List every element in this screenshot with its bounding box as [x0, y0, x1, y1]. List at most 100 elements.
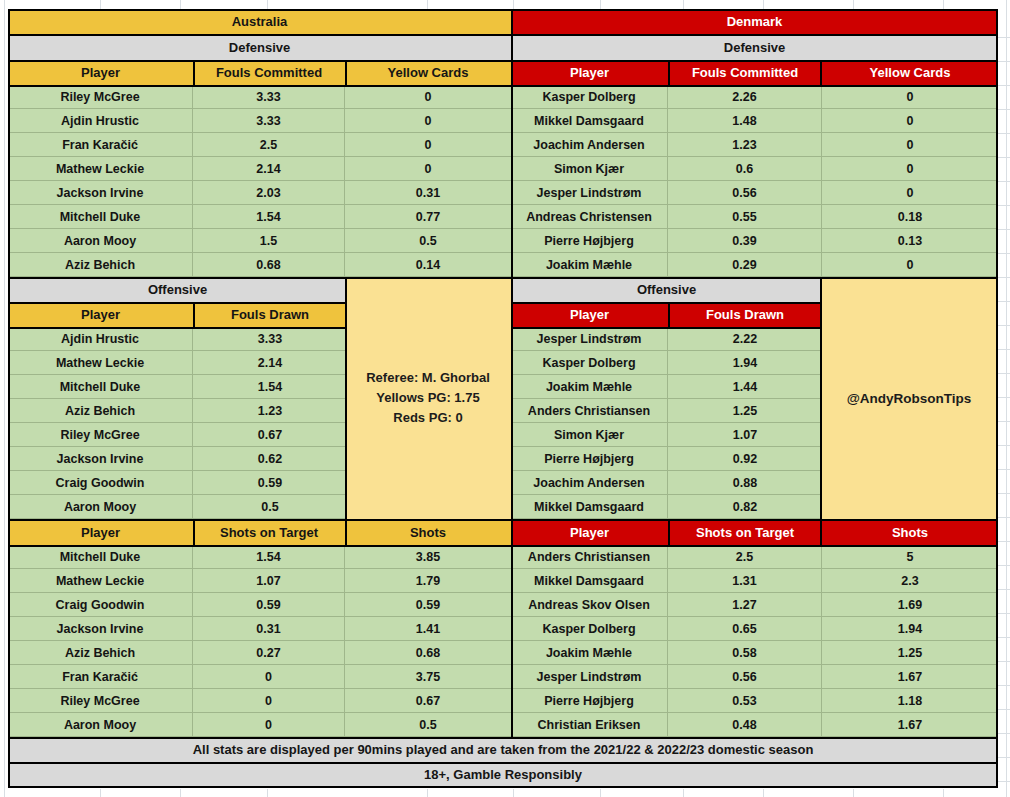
table-body: Ajdin Hrustic 3.33 Mathew Leckie 2.14 Mi… — [8, 327, 347, 519]
border-line — [8, 786, 998, 788]
player-name: Kasper Dolberg — [511, 617, 668, 641]
border-line — [8, 519, 998, 521]
player-name: Jackson Irvine — [8, 181, 193, 205]
player-name: Jackson Irvine — [8, 617, 193, 641]
australia-offensive-table: Player Fouls Drawn Ajdin Hrustic 3.33 Ma… — [8, 302, 347, 519]
table-body: Riley McGree 3.33 0 Ajdin Hrustic 3.33 0… — [8, 85, 511, 277]
stat-value: 2.03 — [193, 181, 345, 205]
table-row: Ajdin Hrustic 3.33 0 — [8, 109, 511, 133]
border-line — [193, 519, 195, 547]
grid-line — [180, 789, 181, 797]
table-row: Simon Kjær 1.07 — [511, 423, 822, 447]
player-name: Joachim Andersen — [511, 133, 668, 157]
stat-value: 0.27 — [193, 641, 345, 665]
column-header-player: Player — [8, 519, 193, 545]
player-name: Kasper Dolberg — [511, 85, 668, 109]
stat-value: 2.26 — [668, 85, 822, 109]
table-row: Joakim Mæhle 0.58 1.25 — [511, 641, 998, 665]
table-row: Joachim Andersen 0.88 — [511, 471, 822, 495]
table-header-row: Player Shots on Target Shots — [511, 519, 998, 545]
border-line — [8, 9, 10, 788]
border-line — [511, 302, 822, 304]
border-line — [8, 277, 998, 279]
player-name: Jesper Lindstrøm — [511, 665, 668, 689]
border-line — [820, 277, 822, 521]
stat-value: 0.88 — [668, 471, 822, 495]
stat-value: 3.85 — [345, 545, 511, 569]
column-header-player: Player — [511, 60, 668, 85]
grid-line — [853, 0, 854, 9]
stat-value: 1.23 — [193, 399, 347, 423]
column-header-fouls-committed: Fouls Committed — [193, 60, 345, 85]
table-row: Mathew Leckie 2.14 — [8, 351, 347, 375]
grid-line — [600, 789, 601, 797]
border-line — [345, 277, 347, 521]
stat-value: 0.48 — [668, 713, 822, 737]
stat-value: 0 — [193, 689, 345, 713]
player-name: Riley McGree — [8, 85, 193, 109]
player-name: Aaron Mooy — [8, 713, 193, 737]
grid-line — [100, 789, 101, 797]
player-name: Mitchell Duke — [8, 375, 193, 399]
stat-value: 1.67 — [822, 713, 998, 737]
stat-value: 1.54 — [193, 545, 345, 569]
stat-value: 0 — [822, 109, 998, 133]
border-line — [8, 327, 347, 329]
australia-defensive-label: Defensive — [8, 34, 511, 60]
stat-value: 1.94 — [668, 351, 822, 375]
stat-value: 0 — [822, 253, 998, 277]
player-name: Riley McGree — [8, 423, 193, 447]
table-row: Mathew Leckie 1.07 1.79 — [8, 569, 511, 593]
stat-value: 0.18 — [822, 205, 998, 229]
stat-value: 0.5 — [345, 713, 511, 737]
gamble-responsibly-disclaimer: 18+, Gamble Responsibly — [8, 762, 998, 786]
player-name: Aziz Behich — [8, 399, 193, 423]
stat-value: 0.55 — [668, 205, 822, 229]
column-header-shots: Shots — [822, 519, 998, 545]
player-name: Mitchell Duke — [8, 205, 193, 229]
table-row: Anders Christiansen 2.5 5 — [511, 545, 998, 569]
player-name: Fran Karačić — [8, 133, 193, 157]
player-name: Ajdin Hrustic — [8, 109, 193, 133]
player-name: Mikkel Damsgaard — [511, 495, 668, 519]
stat-value: 3.33 — [193, 327, 347, 351]
table-row: Mikkel Damsgaard 0.82 — [511, 495, 822, 519]
player-name: Jesper Lindstrøm — [511, 181, 668, 205]
stat-value: 1.31 — [668, 569, 822, 593]
stat-value: 1.07 — [193, 569, 345, 593]
stat-value: 0.77 — [345, 205, 511, 229]
table-row: Ajdin Hrustic 3.33 — [8, 327, 347, 351]
stat-value: 1.79 — [345, 569, 511, 593]
table-row: Riley McGree 0 0.67 — [8, 689, 511, 713]
table-row: Simon Kjær 0.6 0 — [511, 157, 998, 181]
grid-line — [513, 0, 514, 9]
stat-value: 1.41 — [345, 617, 511, 641]
player-name: Craig Goodwin — [8, 471, 193, 495]
stat-value: 0.67 — [345, 689, 511, 713]
player-name: Anders Christiansen — [511, 545, 668, 569]
grid-lines-right — [998, 9, 1010, 786]
stat-value: 1.48 — [668, 109, 822, 133]
grid-line — [267, 0, 268, 9]
stat-value: 1.07 — [668, 423, 822, 447]
stat-value: 0.31 — [345, 181, 511, 205]
player-name: Joachim Andersen — [511, 471, 668, 495]
grid-line — [943, 0, 944, 9]
stat-value: 0 — [345, 85, 511, 109]
stat-value: 0.59 — [193, 593, 345, 617]
border-line — [820, 519, 822, 547]
stats-source-note: All stats are displayed per 90mins playe… — [8, 737, 998, 762]
denmark-defensive-label: Defensive — [511, 34, 998, 60]
stat-value: 0.68 — [345, 641, 511, 665]
stat-value: 1.25 — [668, 399, 822, 423]
stat-value: 0.14 — [345, 253, 511, 277]
table-row: Jesper Lindstrøm 2.22 — [511, 327, 822, 351]
table-row: Joakim Mæhle 1.44 — [511, 375, 822, 399]
stat-value: 0.65 — [668, 617, 822, 641]
player-name: Pierre Højbjerg — [511, 689, 668, 713]
stat-value: 1.54 — [193, 205, 345, 229]
table-row: Riley McGree 3.33 0 — [8, 85, 511, 109]
table-body: Kasper Dolberg 2.26 0 Mikkel Damsgaard 1… — [511, 85, 998, 277]
stat-value: 0.13 — [822, 229, 998, 253]
stat-value: 1.18 — [822, 689, 998, 713]
